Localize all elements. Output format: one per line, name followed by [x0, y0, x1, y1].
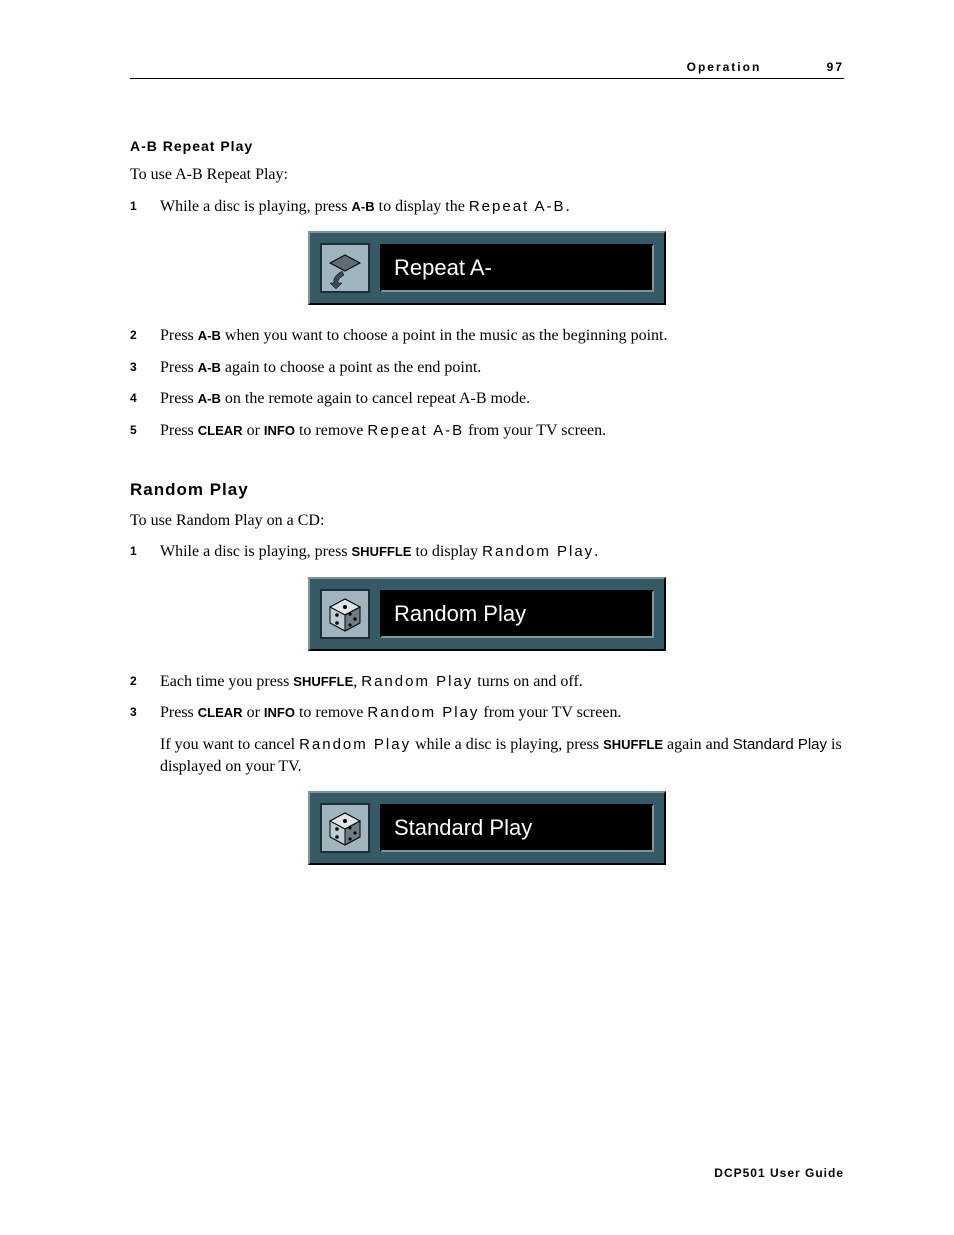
step-text: If you want to cancel Random Play while … [160, 734, 844, 777]
osd-name: Repeat A-B [367, 422, 464, 439]
button-label: SHUFFLE [352, 544, 412, 559]
osd-text: Random Play [380, 590, 654, 638]
osd-name: Random Play [367, 704, 479, 721]
button-label: CLEAR [198, 705, 243, 720]
ab-step-4: 4 Press A-B on the remote again to cance… [130, 388, 844, 410]
step-number: 2 [130, 671, 160, 688]
button-label: A-B [352, 199, 375, 214]
step-text: While a disc is playing, press SHUFFLE t… [160, 541, 844, 563]
random-play-heading: Random Play [130, 480, 844, 500]
button-label: CLEAR [198, 423, 243, 438]
ab-step-3: 3 Press A-B again to choose a point as t… [130, 357, 844, 379]
button-label: A-B [198, 360, 221, 375]
button-label: INFO [264, 423, 295, 438]
button-label: A-B [198, 328, 221, 343]
step-number: 1 [130, 541, 160, 558]
osd-repeat-a: Repeat A- [130, 231, 844, 305]
osd-name: Random Play [482, 543, 594, 560]
ab-repeat-heading: A-B Repeat Play [130, 138, 844, 154]
button-label: SHUFFLE [603, 737, 663, 752]
osd-random-play: Random Play [130, 577, 844, 651]
ab-step-1: 1 While a disc is playing, press A-B to … [130, 196, 844, 218]
step-text: Press A-B when you want to choose a poin… [160, 325, 844, 347]
header-section: Operation [687, 60, 762, 74]
button-label: INFO [264, 705, 295, 720]
ab-step-2: 2 Press A-B when you want to choose a po… [130, 325, 844, 347]
step-number: 2 [130, 325, 160, 342]
page-header: Operation 97 [130, 60, 844, 79]
step-text: Press CLEAR or INFO to remove Repeat A-B… [160, 420, 844, 442]
step-text: Press A-B on the remote again to cancel … [160, 388, 844, 410]
step-text: While a disc is playing, press A-B to di… [160, 196, 844, 218]
step-text: Press A-B again to choose a point as the… [160, 357, 844, 379]
osd-name: Repeat A-B [469, 198, 566, 215]
osd-standard-play: Standard Play [130, 791, 844, 865]
page-footer: DCP501 User Guide [714, 1166, 844, 1180]
step-text: Each time you press SHUFFLE, Random Play… [160, 671, 844, 693]
dice-icon [320, 803, 370, 853]
osd-text: Repeat A- [380, 244, 654, 292]
page-content: A-B Repeat Play To use A-B Repeat Play: … [130, 138, 844, 885]
header-page-number: 97 [827, 60, 844, 74]
osd-name: Standard Play [733, 736, 827, 753]
osd-name: Random Play [361, 673, 473, 690]
button-label: A-B [198, 391, 221, 406]
osd-text: Standard Play [380, 804, 654, 852]
step-number: 3 [130, 702, 160, 719]
ab-step-5: 5 Press CLEAR or INFO to remove Repeat A… [130, 420, 844, 442]
random-cancel-note: If you want to cancel Random Play while … [130, 734, 844, 777]
repeat-icon [320, 243, 370, 293]
osd-name: Random Play [299, 736, 411, 753]
random-play-intro: To use Random Play on a CD: [130, 510, 844, 532]
step-number: 4 [130, 388, 160, 405]
step-number: 5 [130, 420, 160, 437]
step-number [130, 734, 160, 737]
random-step-2: 2 Each time you press SHUFFLE, Random Pl… [130, 671, 844, 693]
button-label: SHUFFLE [293, 674, 353, 689]
step-number: 3 [130, 357, 160, 374]
step-text: Press CLEAR or INFO to remove Random Pla… [160, 702, 844, 724]
dice-icon [320, 589, 370, 639]
random-step-3: 3 Press CLEAR or INFO to remove Random P… [130, 702, 844, 724]
ab-repeat-intro: To use A-B Repeat Play: [130, 164, 844, 186]
random-step-1: 1 While a disc is playing, press SHUFFLE… [130, 541, 844, 563]
step-number: 1 [130, 196, 160, 213]
